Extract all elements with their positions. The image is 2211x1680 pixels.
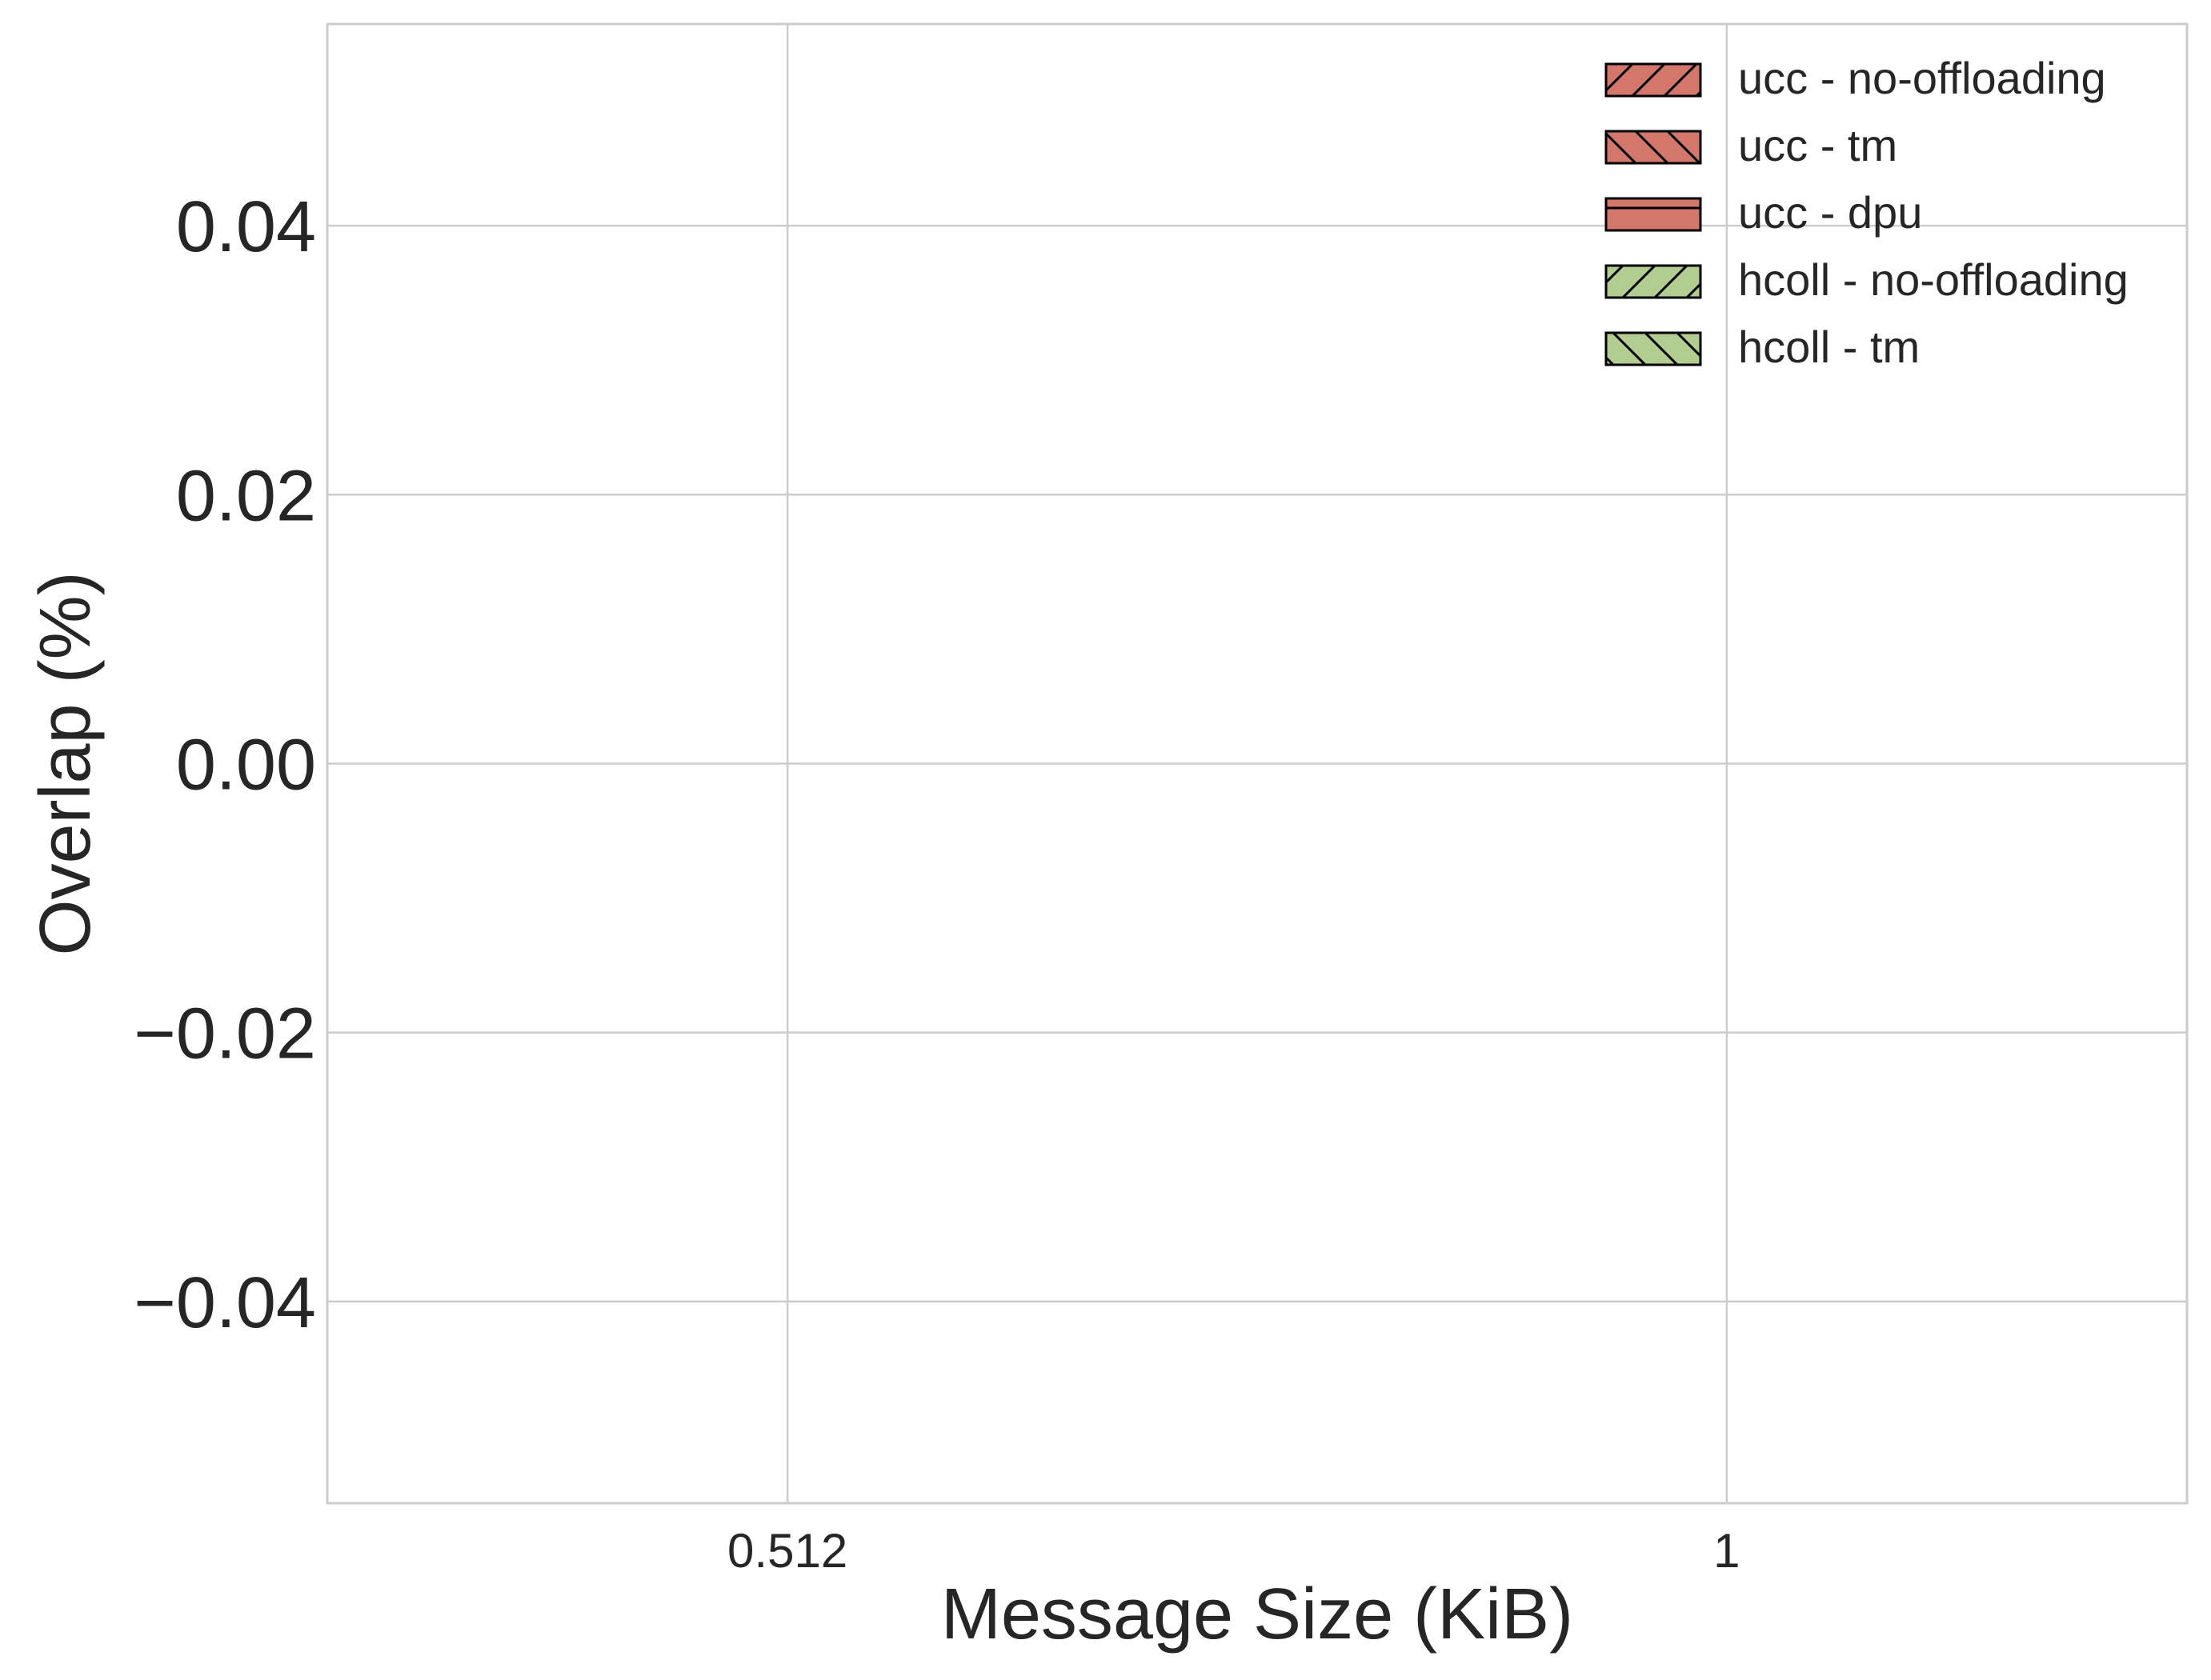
y-tick-label: 0.00 — [176, 726, 316, 806]
legend-swatch — [1604, 264, 1702, 299]
y-tick-label: 0.04 — [176, 187, 316, 267]
legend: ucc - no-offloading ucc - tm ucc - dpu hcol… — [1604, 53, 2129, 372]
legend-swatch — [1604, 62, 1702, 98]
legend-label: hcoll - tm — [1738, 322, 1920, 372]
legend-entry: ucc - no-offloading — [1604, 53, 2106, 103]
legend-swatch — [1604, 331, 1702, 366]
y-tick-label: −0.02 — [134, 994, 316, 1074]
y-tick-labels: −0.04 −0.02 0.00 0.02 0.04 — [134, 187, 316, 1343]
x-axis-label: Message Size (KiB) — [941, 1574, 1573, 1654]
y-axis-label: Overlap (%) — [26, 571, 106, 955]
grid-lines — [327, 24, 2187, 1503]
legend-entry: hcoll - no-offloading — [1604, 254, 2129, 305]
legend-entry: hcoll - tm — [1604, 322, 1920, 372]
y-tick-label: 0.02 — [176, 456, 316, 536]
legend-entry: ucc - dpu — [1604, 187, 1922, 238]
legend-label: ucc - no-offloading — [1738, 53, 2106, 103]
x-tick-label: 0.512 — [727, 1524, 847, 1578]
y-tick-label: −0.04 — [134, 1263, 316, 1343]
legend-swatch — [1604, 130, 1702, 165]
legend-label: ucc - tm — [1738, 120, 1897, 170]
legend-label: ucc - dpu — [1738, 187, 1922, 238]
legend-entry: ucc - tm — [1604, 120, 1897, 170]
x-tick-label: 1 — [1713, 1524, 1740, 1578]
legend-label: hcoll - no-offloading — [1738, 254, 2129, 305]
axes-frame — [326, 22, 2189, 1505]
legend-swatch — [1604, 197, 1702, 232]
x-tick-labels: 0.512 1 — [727, 1524, 1740, 1578]
